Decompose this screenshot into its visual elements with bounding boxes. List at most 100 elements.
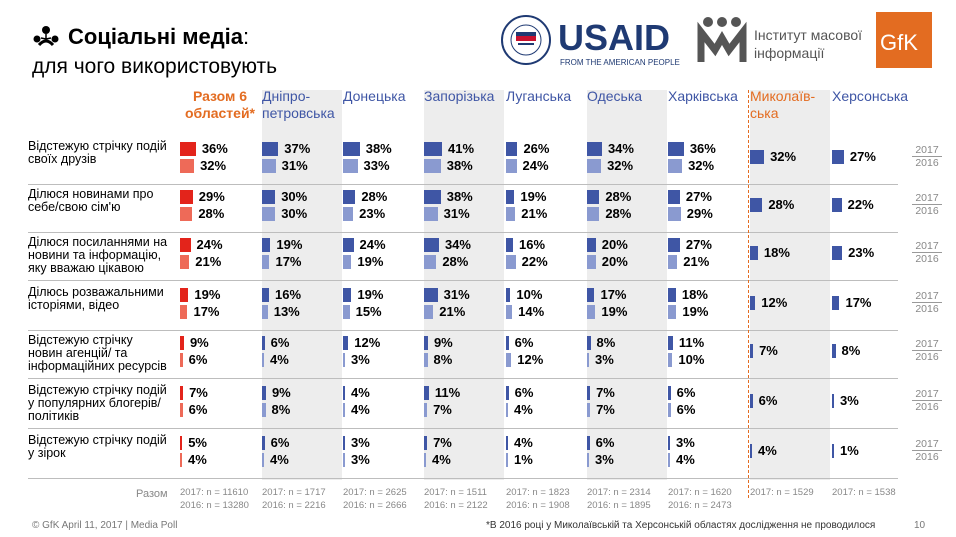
data-label-2017: 36% xyxy=(689,141,716,156)
year-legend: 2017 2016 xyxy=(912,338,942,363)
data-label-2016: 3% xyxy=(595,452,614,467)
data-label-2017: 34% xyxy=(607,141,634,156)
column-header: Запорізька xyxy=(424,88,495,104)
row-separator xyxy=(28,280,898,281)
sample-base-2017: 2017: n = 1538 xyxy=(832,487,896,498)
bar-2017 xyxy=(668,238,680,252)
data-label-2017: 38% xyxy=(365,141,392,156)
bar-2016 xyxy=(262,353,264,367)
bar-2016 xyxy=(424,207,438,221)
data-label-2017: 31% xyxy=(443,287,470,302)
year-2017-label: 2017 xyxy=(915,290,939,302)
data-label-2017: 7% xyxy=(759,343,778,358)
data-label-2017: 37% xyxy=(284,141,311,156)
data-label-2016: 17% xyxy=(275,254,302,269)
bar-2016 xyxy=(506,453,508,467)
bar-2017 xyxy=(668,436,670,450)
bar-2016 xyxy=(668,207,681,221)
data-label-2017: 9% xyxy=(271,385,291,400)
page-title: Соціальні медіа: xyxy=(32,24,277,50)
data-label-2017: 6% xyxy=(514,385,534,400)
data-label-2017: 28% xyxy=(768,197,795,212)
sample-base-2017: 2017: n = 11610 xyxy=(180,487,249,498)
row-separator xyxy=(28,378,898,379)
bar-2016 xyxy=(180,159,195,173)
bar-2017 xyxy=(587,142,602,156)
data-label-2016: 6% xyxy=(676,402,696,417)
year-2016-label: 2016 xyxy=(912,400,942,413)
row-label: Відстежую стрічку новин агенцій/ та інфо… xyxy=(28,333,167,373)
data-label-2017: 10% xyxy=(516,287,543,302)
year-legend: 2017 2016 xyxy=(912,240,942,265)
data-label-2017: 28% xyxy=(361,189,388,204)
data-label-2016: 3% xyxy=(595,352,614,367)
bar-2016 xyxy=(424,453,426,467)
sample-base-2017: 2017: n = 2625 xyxy=(343,487,407,498)
data-label-2017: 38% xyxy=(446,189,473,204)
row-label: Відстежую стрічку подій у зірок xyxy=(28,433,167,460)
bar-2016 xyxy=(343,159,358,173)
bar-2017 xyxy=(343,142,360,156)
bar-2016 xyxy=(506,255,516,269)
bar-2016 xyxy=(424,403,428,417)
data-label-2016: 28% xyxy=(442,254,469,269)
bar-2017 xyxy=(587,336,591,350)
column-header: Одеська xyxy=(587,88,643,104)
bar-2017 xyxy=(262,436,265,450)
row-separator xyxy=(28,330,898,331)
bar-2017 xyxy=(832,444,834,458)
column-header: Харківська xyxy=(668,88,738,104)
bar-2017 xyxy=(506,288,511,302)
bar-2016 xyxy=(668,353,673,367)
data-label-2016: 28% xyxy=(198,206,225,221)
bar-2017 xyxy=(180,288,189,302)
bar-2017 xyxy=(668,288,676,302)
sample-base-2016: 2016: n = 2666 xyxy=(343,500,407,511)
bar-2016 xyxy=(180,353,183,367)
data-label-2017: 6% xyxy=(514,335,534,350)
bar-2016 xyxy=(262,453,264,467)
data-label-2016: 6% xyxy=(188,402,208,417)
usaid-seal-icon xyxy=(501,15,551,65)
data-label-2016: 22% xyxy=(521,254,548,269)
sample-base-2017: 2017: n = 1620 xyxy=(668,487,732,498)
data-label-2017: 3% xyxy=(840,393,859,408)
year-2016-label: 2016 xyxy=(912,350,942,363)
bar-2016 xyxy=(180,255,190,269)
bar-2016 xyxy=(343,207,354,221)
bar-2017 xyxy=(262,190,276,204)
no-2016-divider xyxy=(748,90,749,498)
column-header: Разом 6 областей* xyxy=(184,88,255,121)
bar-2017 xyxy=(262,288,270,302)
row-label: Ділюсь розважальними історіями, відео xyxy=(28,285,164,312)
bar-2016 xyxy=(262,159,276,173)
row-separator xyxy=(28,428,898,429)
usaid-logo-text: USAID xyxy=(558,17,670,58)
gfk-logo-box xyxy=(876,12,932,68)
data-label-2017: 16% xyxy=(519,237,546,252)
title-block: Соціальні медіа: для чого використовують xyxy=(32,24,277,79)
bar-2017 xyxy=(424,238,439,252)
data-label-2016: 19% xyxy=(682,304,709,319)
data-label-2016: 31% xyxy=(281,158,308,173)
usaid-tagline: FROM THE AMERICAN PEOPLE xyxy=(560,58,680,67)
data-label-2016: 28% xyxy=(605,206,632,221)
data-label-2017: 11% xyxy=(678,335,705,350)
bar-2017 xyxy=(424,190,441,204)
bar-2017 xyxy=(832,150,844,164)
bar-2017 xyxy=(668,142,684,156)
bar-2017 xyxy=(180,386,184,400)
data-label-2016: 3% xyxy=(351,452,370,467)
data-label-2016: 4% xyxy=(270,352,289,367)
data-label-2017: 32% xyxy=(770,149,797,164)
year-2017-label: 2017 xyxy=(915,388,939,400)
year-2017-label: 2017 xyxy=(915,144,939,156)
data-label-2017: 3% xyxy=(351,435,370,450)
bar-2017 xyxy=(668,336,673,350)
bar-2017 xyxy=(343,436,345,450)
footer-source: © GfK April 11, 2017 | Media Poll xyxy=(32,520,178,531)
row-label: Ділюся новинами про себе/свою сім'ю xyxy=(28,187,154,214)
column-header: Миколаїв-ська xyxy=(750,88,816,121)
bar-2017 xyxy=(180,336,184,350)
sample-base-2016: 2016: n = 1895 xyxy=(587,500,651,511)
